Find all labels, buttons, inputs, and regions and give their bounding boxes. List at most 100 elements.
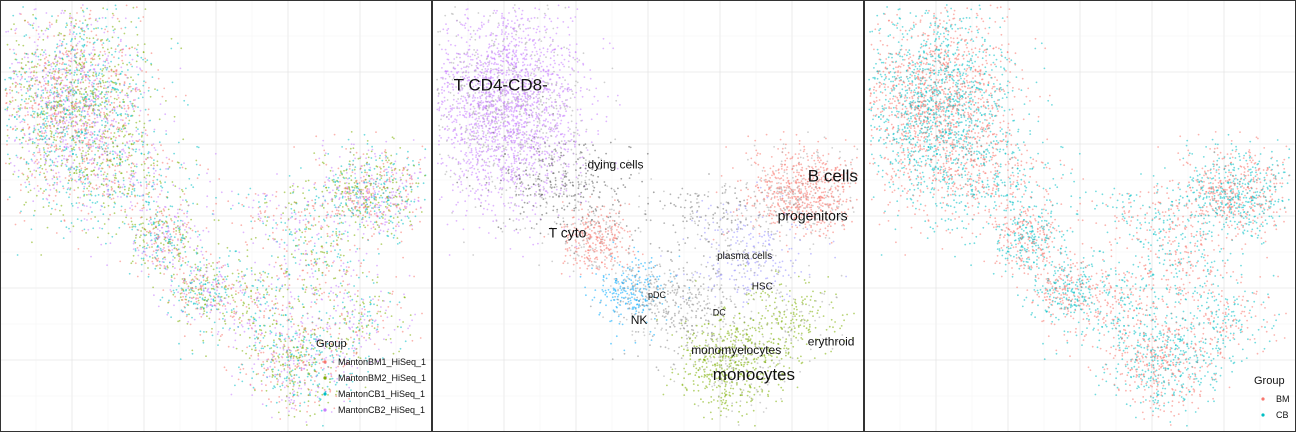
p1-point	[53, 77, 56, 79]
p1-point	[24, 106, 26, 108]
p1-point	[297, 340, 300, 343]
p1-point	[77, 88, 79, 91]
p1-point	[74, 124, 77, 127]
p1-point	[55, 147, 58, 150]
p1-point	[122, 127, 125, 130]
p1-point	[130, 63, 132, 66]
p1-point	[221, 304, 224, 307]
p1-point	[318, 164, 321, 167]
p1-point	[98, 186, 101, 188]
p1-point	[25, 140, 27, 143]
p1-point	[168, 299, 170, 302]
p1-point	[192, 296, 195, 299]
p1-point	[148, 174, 151, 177]
p1-point	[263, 324, 266, 327]
p1-point	[221, 281, 224, 284]
p1-point	[315, 158, 317, 161]
p1-point	[83, 124, 86, 126]
p1-point	[29, 170, 32, 173]
p1-point	[90, 61, 92, 64]
p1-point	[311, 376, 313, 379]
p1-point	[321, 190, 324, 193]
p1-point	[80, 87, 82, 90]
p1-point	[227, 287, 229, 290]
p1-point	[131, 65, 134, 68]
p1-point	[111, 87, 114, 89]
p1-point	[184, 295, 187, 298]
p1-point	[195, 247, 198, 250]
p1-point	[42, 54, 44, 57]
p1-point	[71, 17, 74, 20]
p1-point	[55, 77, 58, 79]
p1-point	[70, 60, 73, 63]
p1-point	[337, 167, 340, 170]
p1-point	[62, 103, 65, 106]
p1-point	[42, 206, 45, 209]
p1-point	[275, 289, 278, 292]
p1-point	[121, 186, 124, 189]
p1-point	[235, 290, 237, 292]
p1-point	[184, 278, 186, 281]
p1-point	[419, 167, 422, 170]
p1-point	[42, 96, 44, 99]
p1-point	[337, 365, 339, 368]
p1-point	[135, 83, 138, 85]
p1-point	[191, 281, 193, 284]
p1-point	[43, 151, 46, 154]
p1-point	[124, 73, 126, 76]
p1-point	[108, 114, 111, 117]
p1-point	[235, 305, 238, 308]
p1-point	[19, 78, 22, 81]
p1-point	[143, 169, 145, 172]
p1-point	[280, 268, 283, 270]
p1-point	[53, 112, 56, 114]
p1-point	[217, 344, 219, 346]
p1-point	[340, 375, 342, 377]
p1-point	[352, 159, 355, 162]
p1-point	[63, 84, 65, 87]
p1-point	[170, 219, 173, 222]
p1-point	[407, 156, 409, 159]
p1-point	[113, 106, 116, 109]
p1-point	[109, 196, 111, 199]
p1-point	[108, 51, 111, 54]
p1-point	[58, 175, 61, 178]
p1-point	[116, 195, 119, 198]
p1-point	[56, 61, 59, 64]
p1-point	[216, 273, 218, 276]
p1-point	[62, 116, 65, 119]
p1-point	[152, 143, 155, 146]
p1-point	[155, 236, 158, 239]
p1-point	[90, 163, 93, 165]
p1-point	[118, 104, 121, 107]
p1-point	[68, 167, 70, 170]
p1-point	[196, 268, 199, 271]
p1-point	[246, 286, 248, 289]
p1-point	[58, 56, 60, 59]
p1-point	[209, 311, 212, 314]
p1-point	[298, 300, 301, 303]
p1-point	[23, 86, 25, 88]
p1-point	[348, 182, 350, 185]
p1-point	[36, 138, 39, 141]
p1-point	[296, 334, 298, 337]
p1-point	[81, 30, 84, 32]
p1-point	[377, 206, 379, 209]
p1-point	[113, 101, 116, 104]
p1-point	[132, 175, 134, 177]
p1-point	[46, 115, 48, 118]
p1-point	[50, 121, 52, 123]
p1-point	[58, 191, 61, 193]
p1-point	[6, 143, 8, 146]
p1-point	[47, 101, 50, 104]
p1-point	[36, 76, 38, 79]
p1-point	[55, 19, 58, 22]
p1-point	[38, 130, 41, 133]
p1-point	[170, 279, 173, 281]
p1-point	[181, 246, 184, 249]
p1-point	[172, 255, 175, 258]
p1-point	[184, 261, 187, 264]
p1-point	[67, 113, 70, 116]
p1-point	[53, 73, 56, 76]
p1-point	[106, 93, 108, 96]
